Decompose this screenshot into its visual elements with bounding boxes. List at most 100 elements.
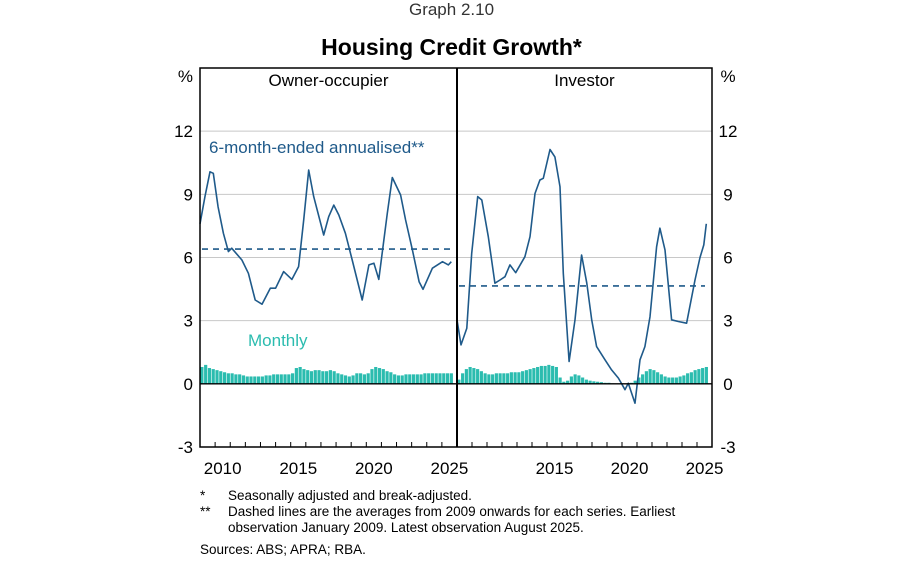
- monthly-bar: [340, 374, 344, 384]
- monthly-bar: [249, 376, 253, 384]
- monthly-bar: [396, 375, 401, 384]
- monthly-bar: [693, 370, 697, 384]
- monthly-bar: [659, 374, 663, 384]
- monthly-bar: [468, 366, 472, 384]
- monthly-bar: [385, 371, 389, 384]
- chart-title: Housing Credit Growth*: [321, 34, 582, 60]
- monthly-bar: [381, 369, 385, 384]
- monthly-bar: [393, 374, 397, 384]
- monthly-bar: [569, 376, 573, 384]
- monthly-bar: [219, 371, 223, 384]
- monthly-bar: [551, 365, 555, 384]
- y-tick-label-right: 3: [723, 312, 732, 331]
- monthly-bar: [596, 381, 600, 384]
- monthly-bar: [309, 371, 314, 384]
- monthly-bar: [584, 379, 588, 384]
- footnote-marker: *: [200, 488, 206, 503]
- monthly-bar: [294, 368, 298, 384]
- monthly-bar: [663, 376, 667, 384]
- monthly-bar: [253, 376, 257, 384]
- monthly-bar: [211, 369, 215, 384]
- monthly-bar: [268, 375, 272, 384]
- monthly-bar: [678, 376, 682, 384]
- monthly-bar: [404, 374, 408, 384]
- monthly-bar: [302, 369, 306, 384]
- monthly-bar: [411, 374, 416, 384]
- sources: Sources: ABS; APRA; RBA.: [200, 542, 366, 557]
- monthly-bar: [272, 374, 276, 384]
- monthly-bar: [351, 375, 355, 384]
- monthly-bar: [524, 370, 528, 384]
- monthly-bar: [370, 369, 374, 384]
- monthly-bar: [479, 371, 483, 384]
- monthly-bar: [298, 366, 302, 384]
- series-label-six-month: 6-month-ended annualised**: [209, 138, 425, 157]
- monthly-bar: [415, 374, 419, 384]
- monthly-bar: [502, 373, 506, 384]
- monthly-bar: [347, 376, 351, 384]
- monthly-bar: [362, 374, 366, 384]
- monthly-bar: [472, 368, 476, 384]
- monthly-bar: [517, 372, 521, 384]
- monthly-bar: [449, 373, 453, 384]
- monthly-bar: [389, 372, 393, 384]
- monthly-bar: [573, 374, 577, 384]
- monthly-bar: [528, 369, 532, 384]
- monthly-bar: [355, 373, 359, 384]
- monthly-bar: [562, 381, 566, 384]
- monthly-bar: [230, 373, 234, 384]
- monthly-bar: [697, 369, 701, 384]
- monthly-bar: [287, 374, 291, 384]
- monthly-bar: [238, 374, 242, 384]
- x-tick-label: 2025: [431, 459, 469, 478]
- monthly-bar: [577, 375, 581, 384]
- monthly-bar: [491, 374, 495, 384]
- monthly-bar: [291, 373, 295, 384]
- y-tick-label-right: 12: [719, 122, 738, 141]
- graph-number: Graph 2.10: [408, 0, 495, 19]
- monthly-bar: [667, 377, 671, 384]
- monthly-bar: [400, 375, 404, 384]
- monthly-bar: [313, 370, 317, 384]
- monthly-bar: [487, 374, 491, 384]
- monthly-bar: [558, 377, 562, 384]
- footnote-text: Seasonally adjusted and break-adjusted.: [228, 488, 472, 503]
- x-tick-label: 2015: [536, 459, 574, 478]
- monthly-bar: [366, 373, 370, 384]
- x-tick-label: 2010: [204, 459, 242, 478]
- monthly-bar: [588, 380, 592, 384]
- monthly-bar: [438, 373, 442, 384]
- monthly-bar: [264, 375, 268, 384]
- monthly-bar: [513, 372, 517, 384]
- monthly-bar: [547, 364, 551, 384]
- footnote-text: Dashed lines are the averages from 2009 …: [228, 504, 676, 535]
- monthly-bar: [207, 368, 212, 384]
- monthly-bar: [644, 371, 648, 384]
- monthly-bar: [543, 365, 547, 384]
- y-tick-label-left: 0: [184, 375, 193, 394]
- monthly-bar: [689, 372, 693, 384]
- y-tick-label-right: 9: [723, 185, 732, 204]
- y-tick-label-left: 6: [184, 249, 193, 268]
- monthly-bar: [442, 373, 446, 384]
- panel-title: Investor: [554, 71, 615, 90]
- monthly-bar: [674, 377, 678, 384]
- monthly-bar: [200, 366, 204, 384]
- monthly-bar: [328, 370, 332, 384]
- monthly-bar: [260, 376, 264, 384]
- monthly-bar: [592, 381, 596, 384]
- monthly-bar: [494, 373, 498, 384]
- monthly-bar: [641, 374, 645, 384]
- monthly-bar: [506, 373, 510, 384]
- monthly-bar: [652, 370, 656, 384]
- monthly-bar: [671, 377, 675, 384]
- monthly-bar: [464, 369, 468, 384]
- monthly-bar: [536, 366, 540, 384]
- monthly-bar: [359, 373, 363, 384]
- footnote: * Seasonally adjusted and break-adjusted.: [200, 488, 698, 504]
- footnotes: * Seasonally adjusted and break-adjusted.…: [200, 488, 698, 536]
- y-tick-label-left: 9: [184, 185, 193, 204]
- monthly-bar: [637, 377, 641, 384]
- footnote: ** Dashed lines are the averages from 200…: [200, 504, 698, 536]
